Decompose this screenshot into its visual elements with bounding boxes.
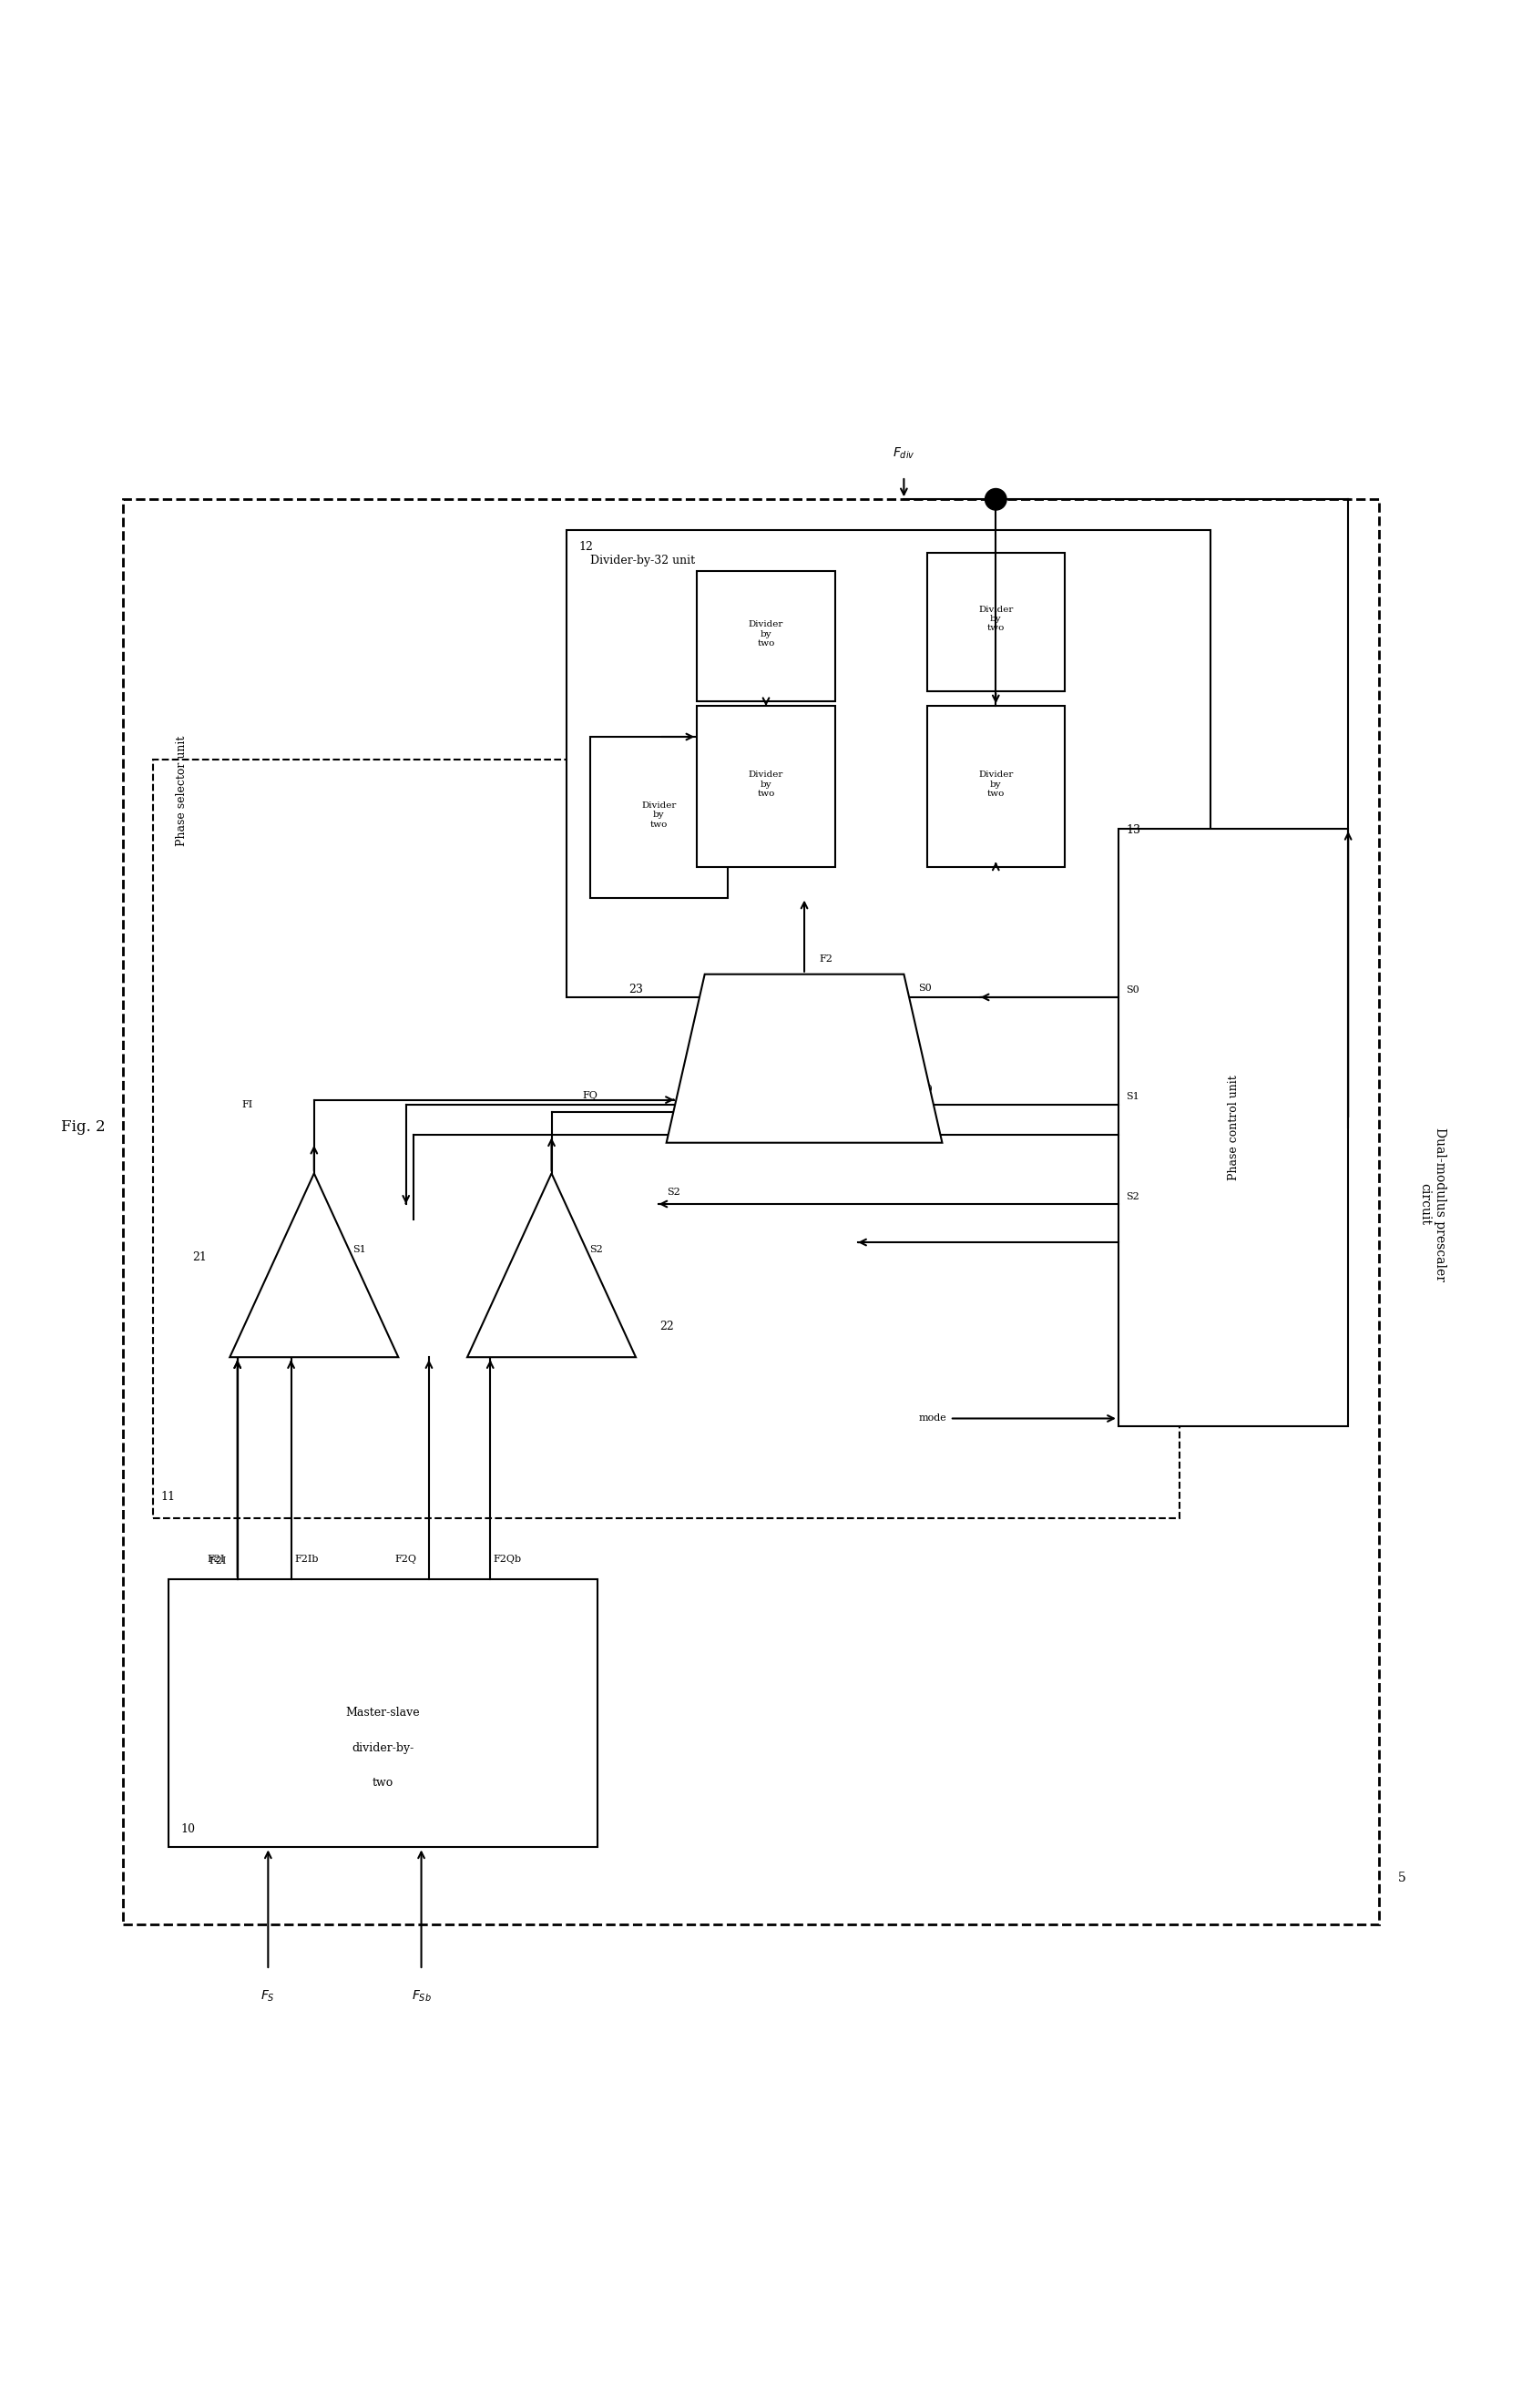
Text: 0: 0 <box>277 1327 283 1336</box>
Text: Divider-by-32 unit: Divider-by-32 unit <box>590 554 694 566</box>
Text: 1: 1 <box>345 1327 351 1336</box>
Text: 23: 23 <box>628 982 643 995</box>
Text: 11: 11 <box>161 1491 176 1503</box>
Text: 1: 1 <box>863 1069 869 1079</box>
Bar <box>590 737 728 898</box>
Text: S2: S2 <box>1126 1192 1140 1202</box>
Text: S0: S0 <box>919 1084 933 1093</box>
Text: Divider
by
two: Divider by two <box>749 621 783 648</box>
Text: F2Q: F2Q <box>395 1556 417 1563</box>
Text: S0: S0 <box>918 982 931 992</box>
Circle shape <box>985 489 1007 510</box>
Text: Divider
by
two: Divider by two <box>642 802 676 828</box>
Text: S2: S2 <box>666 1187 680 1197</box>
Text: Divider
by
two: Divider by two <box>979 604 1013 633</box>
Text: 10: 10 <box>181 1823 196 1835</box>
Text: 21: 21 <box>192 1252 207 1264</box>
Bar <box>927 706 1065 867</box>
Text: F2Ib: F2Ib <box>294 1556 319 1563</box>
Text: S1: S1 <box>352 1245 366 1255</box>
Bar <box>123 498 1379 1924</box>
Text: divider-by-: divider-by- <box>352 1741 414 1753</box>
Text: Divider
by
two: Divider by two <box>749 771 783 797</box>
Text: 0: 0 <box>740 1069 746 1079</box>
Text: F2Qb: F2Qb <box>493 1556 522 1563</box>
Bar <box>697 571 835 701</box>
Text: FI: FI <box>242 1100 253 1110</box>
Polygon shape <box>467 1173 636 1358</box>
Text: 0: 0 <box>515 1327 521 1336</box>
Bar <box>567 530 1210 997</box>
Text: F2: F2 <box>820 954 833 963</box>
Text: 1: 1 <box>582 1327 588 1336</box>
Text: S1: S1 <box>1126 1093 1140 1100</box>
Text: S0: S0 <box>1126 985 1140 995</box>
Text: 22: 22 <box>659 1320 674 1332</box>
Text: Divider
by
two: Divider by two <box>979 771 1013 797</box>
Text: $F_{Sb}$: $F_{Sb}$ <box>412 1989 430 2003</box>
Text: Phase control unit: Phase control unit <box>1227 1074 1239 1180</box>
Text: 5: 5 <box>1397 1871 1406 1885</box>
Text: two: two <box>372 1777 394 1789</box>
Bar <box>1118 828 1348 1426</box>
Text: $F_{div}$: $F_{div}$ <box>893 445 915 460</box>
Text: Fig. 2: Fig. 2 <box>61 1120 106 1134</box>
Text: mode: mode <box>919 1413 947 1423</box>
Text: S2: S2 <box>590 1245 604 1255</box>
Text: Dual-modulus prescaler
circuit: Dual-modulus prescaler circuit <box>1419 1127 1446 1281</box>
Text: F2I: F2I <box>207 1556 225 1563</box>
Bar <box>153 761 1180 1517</box>
Polygon shape <box>230 1173 398 1358</box>
Bar <box>169 1580 597 1847</box>
Text: FQ: FQ <box>582 1091 597 1100</box>
Text: F2I: F2I <box>208 1556 227 1565</box>
Text: 12: 12 <box>579 542 593 554</box>
Text: 13: 13 <box>1126 824 1141 836</box>
Text: $F_S$: $F_S$ <box>260 1989 276 2003</box>
Text: Phase selector unit: Phase selector unit <box>176 734 188 845</box>
Polygon shape <box>666 975 942 1144</box>
Bar <box>697 706 835 867</box>
Text: Master-slave: Master-slave <box>346 1707 420 1719</box>
Bar <box>927 554 1065 691</box>
